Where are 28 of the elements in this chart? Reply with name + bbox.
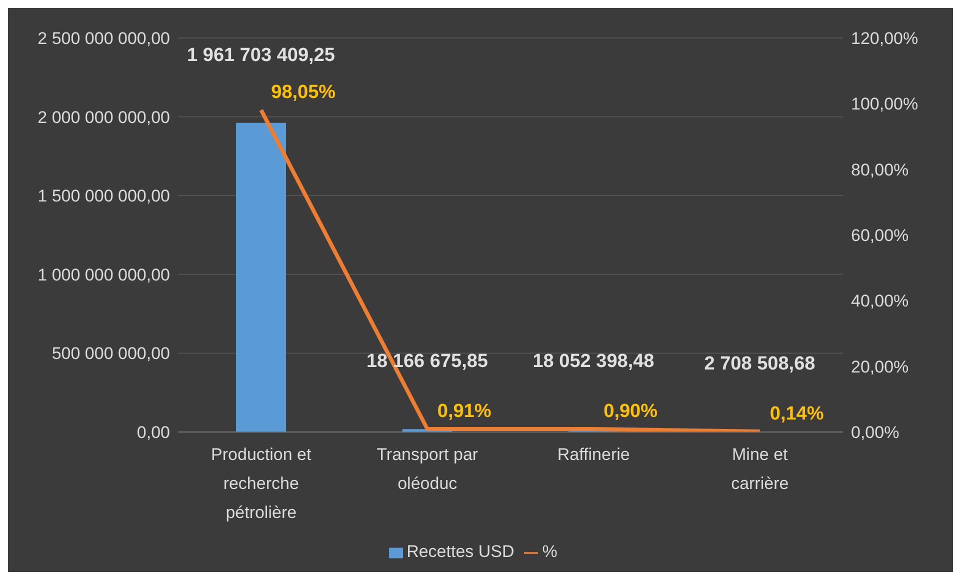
bar	[236, 122, 286, 432]
data-label: 18 166 675,85	[366, 351, 488, 372]
y2-tick-label: 80,00%	[851, 160, 909, 180]
data-label: 1 961 703 409,25	[187, 44, 336, 66]
y2-tick-label: 60,00%	[851, 226, 909, 246]
x-tick-label: Raffinerie	[557, 445, 630, 464]
x-tick-label: Transport par oléoduc	[376, 445, 478, 493]
data-label: 2 708 508,68	[704, 354, 816, 375]
y2-tick-label: 120,00%	[851, 29, 918, 48]
y-tick-label: 1 500 000 000,00	[38, 186, 170, 206]
legend-label: %	[542, 542, 558, 561]
y2-tick-label: 0,00%	[851, 423, 900, 442]
y-tick-label: 2 500 000 000,00	[38, 29, 170, 48]
y2-tick-label: 40,00%	[851, 292, 909, 311]
y-tick-label: 500 000 000,00	[52, 344, 170, 364]
data-label: 0,91%	[437, 401, 492, 422]
data-label: 18 052 398,48	[532, 351, 654, 372]
data-label: 0,90%	[604, 401, 658, 422]
x-tick-label: Mine et carrière	[731, 445, 789, 493]
data-label: 98,05%	[271, 82, 336, 104]
x-tick-label: Production et recherche pétrolière	[211, 445, 312, 522]
legend-label: Recettes USD	[406, 542, 514, 561]
y-tick-label: 1 000 000 000,00	[38, 265, 170, 284]
y2-tick-label: 100,00%	[851, 94, 918, 114]
y-tick-label: 0,00	[136, 423, 170, 442]
y-tick-label: 2 000 000 000,00	[38, 108, 170, 127]
data-label: 0,14%	[770, 404, 824, 425]
y2-tick-label: 20,00%	[851, 357, 909, 376]
